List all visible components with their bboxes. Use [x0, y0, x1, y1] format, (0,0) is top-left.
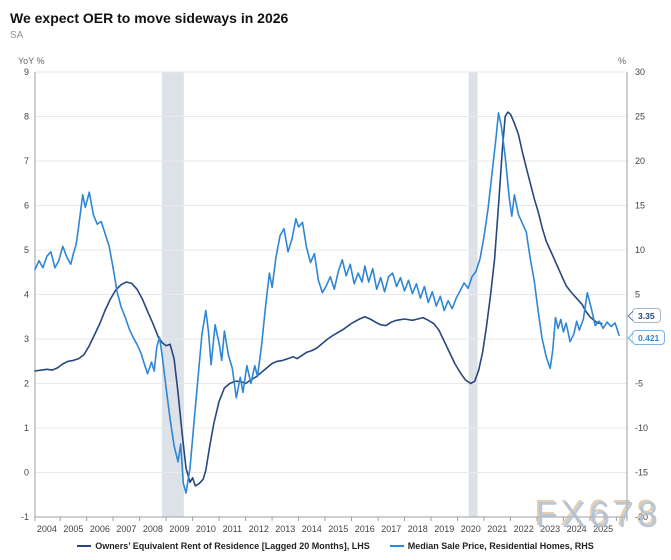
right-axis-tick-label: -10	[635, 423, 648, 433]
legend-item-median-sale-price: Median Sale Price, Residential Homes, RH…	[389, 541, 594, 551]
x-tick-label: 2020	[461, 524, 481, 534]
right-axis-tick-label: 20	[635, 156, 645, 166]
x-tick-label: 2019	[434, 524, 454, 534]
x-tick-label: 2024	[567, 524, 587, 534]
chart-legend: Owners’ Equivalent Rent of Residence [La…	[0, 541, 671, 551]
left-axis-tick-label: 2	[24, 379, 29, 389]
left-axis-tick-label: 0	[24, 468, 29, 478]
left-axis-tick-label: 8	[24, 112, 29, 122]
x-tick-label: 2018	[408, 524, 428, 534]
x-tick-label: 2008	[143, 524, 163, 534]
x-tick-label: 2025	[593, 524, 613, 534]
left-axis-tick-label: 1	[24, 423, 29, 433]
right-axis-tick-label: -20	[635, 512, 648, 522]
right-axis-tick-label: 25	[635, 112, 645, 122]
right-axis-unit-label: %	[617, 56, 626, 66]
legend-label-oer: Owners’ Equivalent Rent of Residence [La…	[95, 541, 370, 551]
x-tick-label: 2006	[90, 524, 110, 534]
left-axis-tick-label: 5	[24, 245, 29, 255]
x-tick-label: 2021	[487, 524, 507, 534]
x-tick-label: 2016	[355, 524, 375, 534]
x-tick-label: 2009	[169, 524, 189, 534]
x-tick-label: 2013	[275, 524, 295, 534]
right-axis-tick-label: 15	[635, 201, 645, 211]
latest-value-callout-oer: 3.35	[632, 308, 661, 323]
x-tick-label: 2005	[63, 524, 83, 534]
x-tick-label: 2010	[196, 524, 216, 534]
x-tick-label: 2022	[514, 524, 534, 534]
median-sale-price-line-series	[34, 112, 620, 494]
legend-item-oer: Owners’ Equivalent Rent of Residence [La…	[77, 541, 370, 551]
x-tick-label: 2012	[249, 524, 269, 534]
x-tick-label: 2014	[302, 524, 322, 534]
line-chart-canvas: 2004 2005 2006 2007 2008 2009 2010 2011 2012 2013…	[21, 67, 648, 534]
legend-line-swatch-oer	[77, 545, 92, 547]
x-tick-label: 2007	[116, 524, 136, 534]
left-axis-tick-label: 6	[24, 201, 29, 211]
legend-label-median-sale-price: Median Sale Price, Residential Homes, RH…	[407, 541, 594, 551]
left-axis-tick-label: 3	[24, 334, 29, 344]
oer-line-series	[34, 111, 603, 487]
x-tick-label: 2023	[540, 524, 560, 534]
latest-value-callout-median-sale-price: 0.421	[632, 330, 666, 345]
left-axis-tick-label: 4	[24, 290, 29, 300]
right-axis-tick-label: -5	[635, 379, 643, 389]
right-axis-tick-label: -15	[635, 468, 648, 478]
legend-line-swatch-median-sale-price	[389, 545, 404, 547]
x-tick-label: 2011	[223, 524, 242, 534]
right-axis-tick-label: 30	[635, 67, 645, 77]
left-axis-tick-label: -1	[21, 512, 29, 522]
right-axis-tick-label: 10	[635, 245, 645, 255]
x-tick-label: 2015	[328, 524, 348, 534]
x-tick-label: 2004	[37, 524, 57, 534]
left-axis-tick-label: 9	[24, 67, 29, 77]
left-axis-unit-label: YoY %	[18, 56, 45, 66]
x-tick-label: 2017	[381, 524, 401, 534]
chart-title: We expect OER to move sideways in 2026	[10, 10, 289, 26]
right-axis-tick-label: 5	[635, 290, 640, 300]
watermark: FX678	[536, 494, 663, 535]
left-axis-tick-label: 7	[24, 156, 29, 166]
chart-subtitle: SA	[10, 30, 24, 41]
